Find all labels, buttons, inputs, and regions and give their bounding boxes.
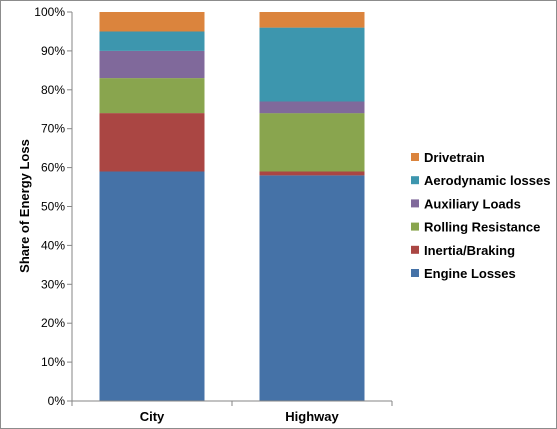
y-tick-label: 100%: [34, 5, 65, 19]
bar-segment-city-engine-losses: [99, 171, 205, 401]
bars-layer: [99, 12, 365, 401]
x-tick-label: Highway: [285, 409, 339, 424]
legend-label: Rolling Resistance: [424, 220, 540, 235]
y-tick-label: 10%: [41, 355, 65, 369]
bar-segment-highway-engine-losses: [259, 175, 365, 401]
legend-swatch: [411, 199, 419, 208]
legend-label: Auxiliary Loads: [424, 196, 521, 211]
bar-segment-city-drivetrain: [99, 12, 205, 32]
legend: Drivetrain Aerodynamic losses Auxiliary Lo…: [411, 150, 550, 281]
y-tick-label: 30%: [41, 277, 65, 291]
y-axis-label: Share of Energy Loss: [17, 139, 32, 273]
y-tick-label: 20%: [41, 316, 65, 330]
bar-segment-city-inertia-braking: [99, 113, 205, 172]
bar-segment-city-auxiliary-loads: [99, 50, 205, 79]
bar-segment-highway-inertia-braking: [259, 171, 365, 176]
legend-label: Drivetrain: [424, 150, 485, 165]
y-tick-label: 40%: [41, 238, 65, 252]
bar-segment-highway-drivetrain: [259, 12, 365, 28]
y-tick-label: 70%: [41, 122, 65, 136]
y-tick-label: 50%: [41, 200, 65, 214]
legend-swatch: [411, 222, 419, 231]
bar-segment-highway-aerodynamic-losses: [259, 27, 365, 102]
legend-swatch: [411, 269, 419, 277]
legend-label: Engine Losses: [424, 266, 516, 281]
bar-segment-highway-auxiliary-loads: [259, 101, 365, 114]
bar-segment-highway-rolling-resistance: [259, 113, 365, 172]
axes-layer: City Highway 0% 10% 20% 30% 40% 50% 60% 70% 80% 90%…: [34, 5, 393, 424]
legend-swatch: [411, 153, 419, 161]
bar-segment-city-aerodynamic-losses: [99, 31, 205, 51]
y-tick-label: 0%: [48, 394, 66, 408]
y-tick-label: 60%: [41, 161, 65, 175]
legend-label: Aerodynamic losses: [424, 173, 550, 188]
legend-swatch: [411, 245, 419, 254]
bar-segment-city-rolling-resistance: [99, 78, 205, 114]
y-tick-label: 80%: [41, 83, 65, 97]
legend-label: Inertia/Braking: [424, 243, 515, 258]
x-tick-label: City: [140, 409, 165, 424]
legend-swatch: [411, 176, 419, 185]
y-tick-label: 90%: [41, 44, 65, 58]
